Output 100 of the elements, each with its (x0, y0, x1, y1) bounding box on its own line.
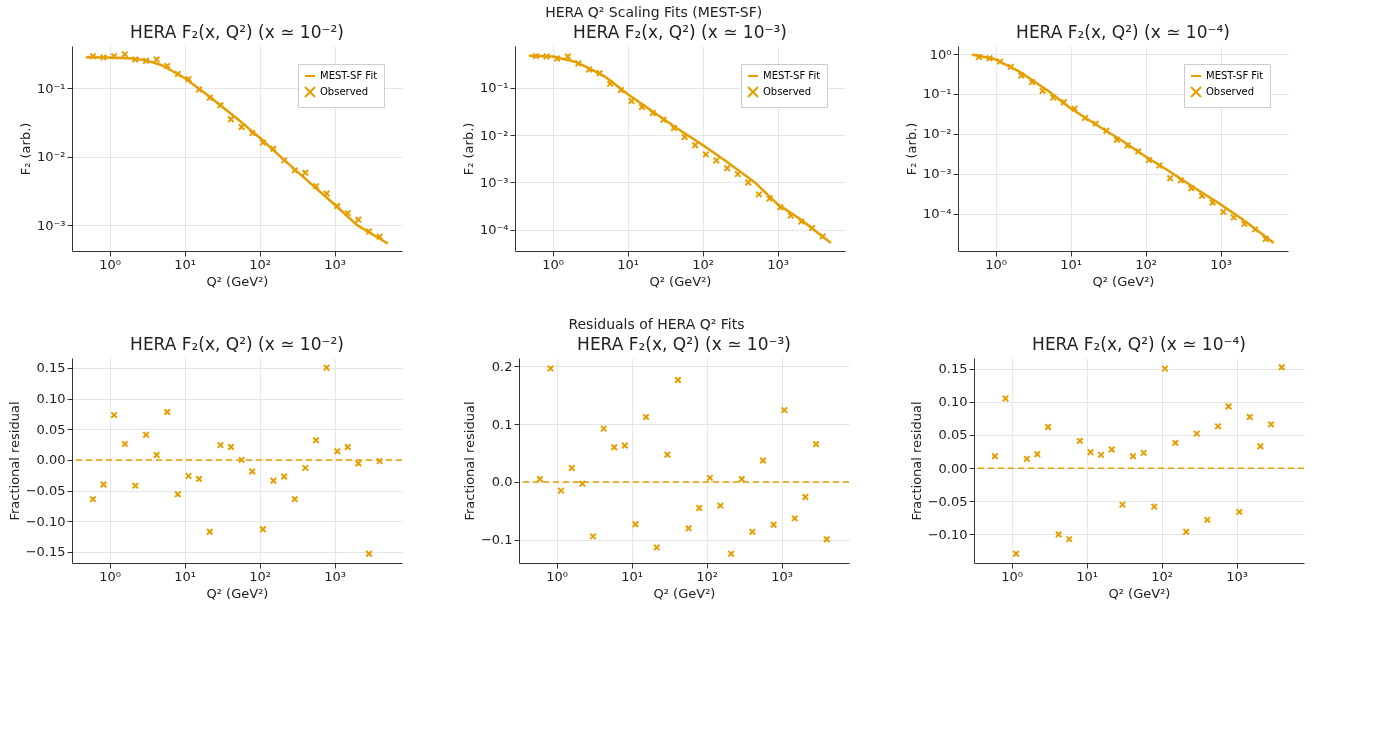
point (797, 217, 806, 226)
point (1049, 93, 1057, 102)
point (142, 430, 150, 439)
x-tick-label: 10² (696, 568, 718, 584)
chart-title: HERA F₂(x, Q²) (x ≃ 10⁻²) (130, 334, 344, 354)
legend-label: Observed (1206, 86, 1255, 97)
point (110, 411, 118, 419)
y-tick-label: 10⁰ (929, 46, 952, 62)
y-tick-label: −0.1 (480, 532, 513, 548)
chart-title: HERA F₂(x, Q²) (x ≃ 10⁻⁴) (1032, 334, 1246, 354)
point (568, 464, 576, 472)
point (1235, 508, 1244, 516)
point (631, 520, 640, 528)
y-axis-title: F₂ (arb.) (17, 122, 33, 176)
y-tick-label: 10⁻³ (922, 166, 952, 182)
point (184, 472, 193, 480)
y-tick-label: −0.05 (25, 483, 66, 499)
point (812, 440, 820, 449)
x-tick-label: 10³ (1210, 256, 1232, 272)
x-tick-label: 10³ (324, 568, 346, 584)
point (375, 232, 384, 241)
x-tick-label: 10¹ (621, 568, 643, 584)
y-axis-title: F₂ (arb.) (460, 122, 476, 176)
point (1001, 394, 1010, 403)
x-tick-label: 10¹ (1060, 256, 1082, 272)
point (312, 182, 320, 190)
point (333, 447, 342, 456)
y-tick-label: 10⁻² (479, 127, 509, 143)
chart-title: HERA F₂(x, Q²) (x ≃ 10⁻²) (130, 22, 344, 42)
point (1060, 98, 1068, 107)
point (248, 129, 256, 137)
point (343, 443, 352, 451)
point (152, 451, 161, 459)
point (248, 467, 256, 476)
point (1044, 423, 1052, 431)
point (1118, 500, 1127, 509)
y-tick-label: 10⁻² (36, 149, 66, 165)
point (1277, 363, 1286, 372)
x-tick-label: 10³ (1226, 568, 1248, 584)
point (1123, 141, 1132, 150)
point (1086, 448, 1095, 456)
y-tick-label: 0.05 (36, 421, 66, 437)
y-tick-label: 10⁻⁴ (479, 222, 509, 238)
point (1108, 445, 1116, 454)
point (131, 481, 140, 490)
point (1193, 429, 1201, 438)
point (595, 69, 604, 77)
point (1113, 136, 1121, 144)
point (808, 224, 816, 232)
x-tick-label: 10³ (767, 256, 789, 272)
point (684, 524, 693, 532)
point (723, 164, 731, 172)
x-axis-title: Q² (GeV²) (653, 585, 716, 601)
point (617, 86, 625, 94)
point (706, 474, 714, 482)
x-tick-label: 10⁰ (1001, 568, 1023, 584)
point (227, 115, 235, 124)
chart-title: HERA F₂(x, Q²) (x ≃ 10⁻³) (573, 22, 787, 42)
point (985, 54, 994, 62)
chart-title: HERA F₂(x, Q²) (x ≃ 10⁻³) (577, 334, 791, 354)
point (1076, 437, 1084, 445)
point (769, 521, 778, 529)
point (674, 376, 682, 384)
point (653, 543, 661, 552)
point (610, 443, 618, 451)
point (99, 480, 108, 489)
legend-label: MEST-SF Fit (763, 70, 821, 81)
point (1187, 184, 1196, 193)
point (748, 527, 757, 536)
point (227, 443, 235, 451)
y-tick-label: 0.00 (36, 452, 66, 468)
point (670, 124, 678, 132)
y-tick-label: 0.00 (938, 460, 968, 476)
x-axis-title: Q² (GeV²) (206, 273, 269, 289)
point (691, 141, 699, 149)
x-tick-label: 10¹ (617, 256, 639, 272)
point (1261, 235, 1270, 243)
point (163, 62, 171, 70)
point (1102, 126, 1111, 135)
point (1208, 198, 1217, 207)
point (991, 452, 999, 460)
y-tick-label: 0.1 (491, 416, 513, 432)
point (1182, 528, 1190, 536)
x-tick-label: 10⁰ (546, 568, 568, 584)
y-tick-label: 10⁻² (922, 126, 952, 142)
y-axis-title: F₂ (arb.) (903, 122, 919, 176)
point (744, 178, 753, 187)
x-axis-title: Q² (GeV²) (206, 585, 269, 601)
point (1155, 161, 1164, 170)
point (1224, 402, 1233, 411)
point (765, 194, 774, 203)
point (152, 55, 161, 64)
legend-label: Observed (763, 86, 812, 97)
y-tick-label: 0.0 (491, 474, 513, 490)
point (121, 440, 129, 448)
point (1054, 530, 1063, 539)
y-tick-label: 10⁻⁴ (922, 206, 952, 222)
point (776, 203, 785, 212)
point (599, 424, 608, 433)
point (269, 477, 278, 485)
